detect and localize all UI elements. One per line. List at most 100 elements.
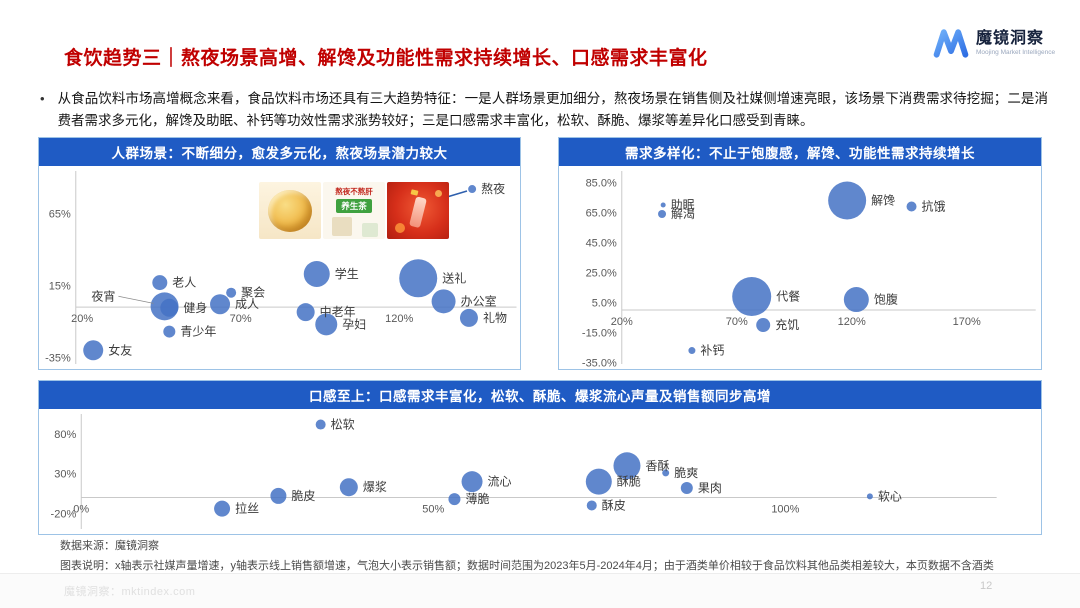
bubble-聚会 [226,287,237,298]
y-tick-label: 25.0% [586,268,617,280]
bubble-拉丝 [214,500,231,517]
x-tick-label: 100% [771,504,799,516]
bubble-代餐 [732,277,772,317]
y-tick-label: 30% [54,469,76,481]
panel-texture-title: 口感至上：口感需求丰富化，松软、酥脆、爆浆流心声量及销售额同步高增 [39,381,1041,409]
demand-chart-area: 85.0% 65.0% 45.0% 25.0% 5.0% -15.0% -35.0% 20% 7… [559,166,1041,369]
bubble-label: 松软 [331,418,355,432]
bubble-label: 礼物 [483,310,507,325]
bubble-label: 夜宵 [91,288,115,303]
panel-texture: 口感至上：口感需求丰富化，松软、酥脆、爆浆流心声量及销售额同步高增 80% 30%… [38,380,1042,535]
footer-band: 魔镜洞察：mktindex.com 12 [0,573,1080,608]
tea-package-shape [332,217,352,236]
panel-crowd-title: 人群场景：不断细分，愈发多元化，熬夜场景潜力较大 [39,138,520,166]
product-image-strip: 熬夜不熬肝 养生茶 [259,182,449,239]
logo-subtitle: Moojing Market Intelligence [976,49,1056,57]
page-title: 食饮趋势三｜熬夜场景高增、解馋及功能性需求持续增长、口感需求丰富化 [64,47,708,69]
glow-dot-2 [435,190,442,197]
y-tick-label: 5.0% [592,298,617,310]
bubble-chart-demand: 85.0% 65.0% 45.0% 25.0% 5.0% -15.0% -35.0% 20% 7… [582,171,1036,369]
x-tick-label: 170% [953,316,981,328]
bubble-label: 饱腹 [874,292,898,307]
bubble-爆浆 [339,478,358,497]
tea-cup-shape [362,223,378,237]
bubble-老人 [152,275,168,291]
bubble-label: 软心 [878,489,902,503]
bubble-label: 孕妇 [342,317,366,331]
bubble-label: 脆皮 [291,488,315,503]
energy-drink-image [387,182,449,239]
bubble-label: 充饥 [775,317,799,332]
y-tick-label: 65.0% [586,208,617,220]
bubble-label: 女友 [108,342,132,357]
tea-badge: 养生茶 [336,199,372,213]
bubble-薄脆 [448,493,461,506]
y-tick-label: 15% [49,280,71,292]
bubble-解渴 [658,210,667,219]
bubble-label: 爆浆 [363,479,387,494]
bubble-label: 办公室 [461,293,497,308]
bubble-label: 流心 [488,475,512,489]
x-tick-label: 120% [838,316,866,328]
logo-name: 魔镜洞察 [976,29,1045,47]
bubble-label: 果肉 [698,481,722,495]
moojing-m-icon [933,29,969,58]
x-tick-label: 20% [611,316,633,328]
x-tick-label: 120% [385,313,413,325]
bubble-label: 成人 [235,297,259,311]
bubble-抗饿 [906,201,917,212]
bubble-label: 聚会 [241,286,265,300]
bubble-酥脆 [585,468,612,495]
bubble-label: 健身 [183,300,207,315]
bubble-果肉 [680,481,693,494]
bubble-label: 青少年 [180,325,216,339]
bubble-补钙 [688,347,696,355]
bottle-shape [409,195,427,228]
x-tick-label: 70% [726,316,748,328]
bubble-青少年 [163,325,176,338]
bubble-label: 学生 [335,266,359,281]
bubble-办公室 [431,289,456,314]
bubble-酥皮 [586,500,597,511]
y-tick-label: 65% [49,209,71,221]
bubble-label: 薄脆 [465,491,489,506]
bubble-label: 补钙 [700,344,724,358]
chart-explanation-note: 图表说明：x轴表示社媒声量增速，y轴表示线上销售额增速，气泡大小表示销售额；数据… [60,560,994,572]
bubble-脆爽 [662,469,670,477]
y-tick-label: -35% [45,352,71,364]
bubble-解馋 [828,181,867,220]
bubble-label: 香酥 [645,459,669,473]
x-tick-label: 0% [73,504,89,516]
bubble-label: 助眠 [671,198,695,212]
bubble-label: 送礼 [442,270,466,285]
bullet-marker: • [40,91,45,106]
glow-dot [395,223,405,233]
panel-demand-title: 需求多样化：不止于饱腹感，解馋、功能性需求持续增长 [559,138,1041,166]
data-source-note: 数据来源：魔镜洞察 [60,540,159,552]
y-tick-label: 45.0% [586,238,617,250]
leader-line [118,295,154,304]
bubble-中老年 [296,303,315,322]
intro-text: 从食品饮料市场高增概念来看，食品饮料市场还具有三大趋势特征：一是人群场景更加细分… [57,91,1048,128]
bubble-熬夜 [468,185,477,194]
bubble-健身 [160,298,179,317]
bubble-助眠 [660,202,666,208]
bubble-label: 熬夜 [481,181,505,196]
bubble-成人 [210,294,231,315]
y-tick-label: 80% [54,429,76,441]
bubble-礼物 [459,308,478,327]
x-tick-label: 70% [230,313,252,325]
bubble-label: 酥脆 [617,474,641,489]
y-tick-label: 85.0% [586,178,617,190]
bubble-label: 酥皮 [602,498,626,512]
x-tick-label: 50% [422,504,444,516]
bubble-label: 代餐 [776,289,800,304]
x-tick-label: 20% [71,313,93,325]
fried-snack-image [259,182,321,239]
logo-text: 魔镜洞察 Moojing Market Intelligence [976,30,1055,57]
health-tea-image: 熬夜不熬肝 养生茶 [323,182,385,239]
y-tick-label: -35.0% [582,358,617,369]
